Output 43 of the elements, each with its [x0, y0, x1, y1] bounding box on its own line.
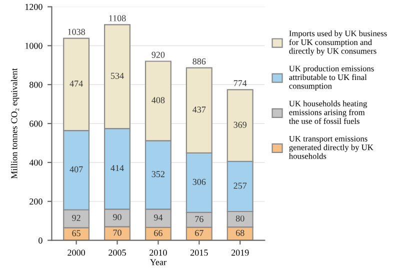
y-tick-label: 800	[30, 82, 42, 88]
data-label: 474	[70, 80, 83, 87]
data-label: 306	[192, 178, 206, 185]
data-label: 76	[195, 216, 204, 222]
data-label: 408	[152, 97, 165, 104]
y-tick-label: 1000	[25, 42, 42, 49]
data-label: 92	[72, 214, 80, 221]
data-label: 90	[113, 214, 122, 220]
x-tick-label: 2015	[190, 250, 208, 256]
x-tick-label: 2005	[108, 250, 126, 256]
y-tick-label: 400	[29, 160, 42, 166]
y-axis-title: Million tonnes CO₂ equivalent	[10, 68, 20, 179]
x-tick-label: 2010	[150, 250, 167, 256]
data-label: 437	[192, 106, 206, 113]
data-label: 68	[236, 230, 244, 236]
data-label: 66	[154, 230, 162, 236]
data-label: 70	[113, 230, 122, 236]
y-tick-label: 1200	[25, 4, 42, 10]
y-tick-label: 600	[30, 120, 42, 127]
legend-label: UK households heating emissions arising from the use of fossil fuels	[289, 100, 367, 124]
data-label: 369	[234, 122, 246, 128]
legend-label: UK production emissions attributable to UK final consumption	[289, 66, 374, 90]
legend-label: Imports used by UK business for UK consumption and directly by UK consumers	[289, 30, 387, 56]
x-tick-label: 2000	[68, 250, 85, 256]
data-label: 407	[70, 166, 83, 172]
y-tick-label: 0	[38, 237, 42, 244]
data-label: 80	[236, 215, 244, 222]
total-label: 1038	[68, 28, 85, 35]
data-label: 414	[110, 165, 124, 172]
data-label: 534	[111, 72, 124, 79]
data-label: 352	[152, 171, 164, 178]
total-label: 886	[192, 58, 206, 64]
total-label: 920	[152, 52, 165, 58]
total-label: 774	[234, 80, 247, 86]
data-label: 94	[154, 214, 163, 221]
x-axis-title: Year	[150, 259, 166, 266]
total-label: 1108	[109, 15, 126, 22]
data-label: 257	[234, 182, 247, 189]
y-tick-label: 200	[30, 198, 42, 205]
data-label: 65	[72, 230, 80, 236]
x-tick-label: 2019	[231, 250, 249, 256]
data-label: 67	[195, 230, 204, 236]
legend-label: UK transport emissions generated directly by UK households	[289, 136, 374, 159]
